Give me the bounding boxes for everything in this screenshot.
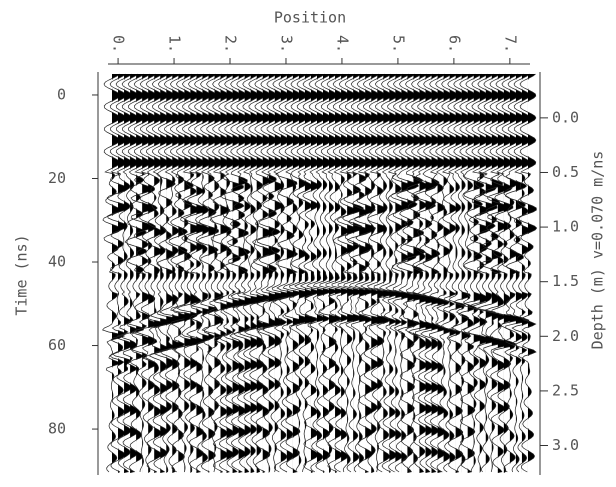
x-tick-label: 3.: [277, 35, 295, 53]
trace-fill: [310, 74, 321, 473]
trace-fill: [250, 74, 266, 473]
trace-fill: [521, 74, 531, 473]
trace-fill: [154, 74, 165, 473]
y-tick-label: 0: [57, 85, 66, 103]
trace-fill: [347, 74, 361, 473]
trace-fill: [515, 74, 529, 473]
trace-fill: [178, 74, 190, 473]
trace-fill: [190, 74, 205, 473]
trace-fill: [407, 74, 420, 473]
trace-fill: [130, 74, 139, 473]
trace-fill: [124, 74, 133, 473]
trace-fill: [425, 74, 439, 473]
trace-fill: [184, 74, 198, 473]
trace-fill: [491, 74, 506, 473]
trace-fill: [395, 74, 408, 473]
trace-fill: [304, 74, 319, 473]
trace-fill: [455, 74, 466, 473]
x-tick-label: 2.: [222, 35, 240, 53]
y-tick-label: 80: [48, 420, 66, 438]
trace-fill: [467, 74, 477, 473]
trace-fill: [509, 74, 521, 473]
y2-axis-title: Depth (m) v=0.070 m/ns: [589, 151, 607, 350]
y-axis-title: Time (ns): [13, 234, 31, 315]
trace-fill: [268, 74, 284, 473]
trace-fill: [329, 74, 342, 473]
y-tick-label: 40: [48, 253, 66, 271]
y2-tick-label: 0.5: [552, 163, 579, 181]
x-tick-label: 1.: [166, 35, 184, 53]
y2-tick-label: 1.0: [552, 218, 579, 236]
x-tick-label: 5.: [389, 35, 407, 53]
x-tick-label: 6.: [445, 35, 463, 53]
trace-fill: [419, 74, 433, 473]
trace-fill: [238, 74, 251, 473]
trace-fill: [316, 74, 326, 473]
x-tick-label: 4.: [333, 35, 351, 53]
trace-fill: [112, 74, 125, 473]
trace-fill: [226, 74, 236, 473]
trace-fill: [136, 74, 147, 473]
trace-fill: [389, 74, 400, 473]
trace-fill: [377, 74, 392, 473]
x-tick-label: 7.: [501, 35, 519, 53]
trace-fill: [461, 74, 471, 473]
y-tick-label: 20: [48, 169, 66, 187]
x-tick-label: 0.: [110, 35, 128, 53]
trace-fill: [431, 74, 445, 473]
x-axis-title: Position: [274, 9, 346, 27]
y2-tick-label: 3.0: [552, 436, 579, 454]
trace-fill: [503, 74, 519, 473]
trace-fill: [323, 74, 332, 473]
trace-fill: [208, 74, 219, 473]
y2-tick-label: 0.0: [552, 108, 579, 126]
y2-tick-label: 2.5: [552, 381, 579, 399]
trace-fill: [166, 74, 183, 473]
trace-fill: [443, 74, 452, 473]
trace-fill: [473, 74, 486, 473]
y2-tick-label: 1.5: [552, 272, 579, 290]
trace-fill: [341, 74, 349, 473]
radargram: [101, 73, 538, 473]
trace-fill: [214, 74, 224, 473]
trace-fill: [413, 74, 427, 473]
trace-fill: [262, 74, 273, 473]
trace-fill: [335, 74, 343, 473]
y-tick-label: 60: [48, 336, 66, 354]
trace-fill: [274, 74, 290, 473]
trace-fill: [497, 74, 512, 473]
trace-fill: [298, 74, 312, 473]
trace-fill: [286, 74, 299, 473]
trace: [518, 73, 538, 473]
y2-tick-label: 2.0: [552, 327, 579, 345]
